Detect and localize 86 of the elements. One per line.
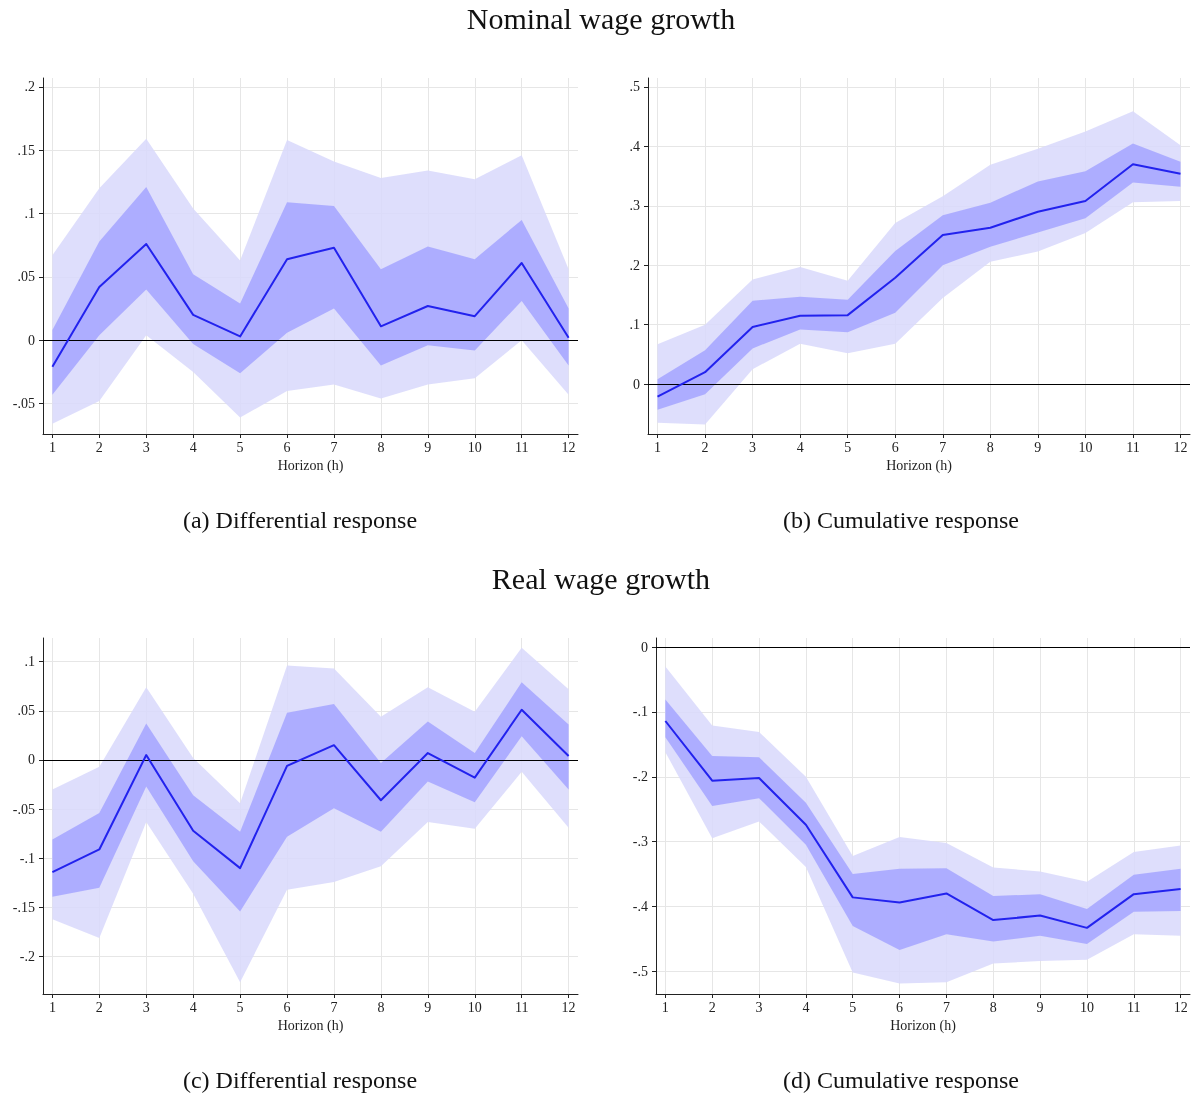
chart-title: Nominal wage growth	[465, 2, 737, 36]
x-tick-label: 2	[95, 439, 103, 455]
x-tick-label: 12	[1173, 439, 1188, 455]
y-tick-label: .2	[24, 79, 35, 95]
x-tick-label: 6	[891, 439, 899, 455]
x-tick-label: 11	[1127, 999, 1141, 1015]
x-tick-label: 8	[377, 999, 385, 1015]
text: (d) Cumulative response	[783, 1067, 1019, 1093]
x-axis-title: Horizon (h)	[277, 458, 344, 475]
x-tick-label: 10	[1078, 439, 1093, 455]
y-tick-label: .5	[629, 79, 640, 95]
y-tick-label: 0	[28, 752, 35, 768]
y-tick-label: 0	[641, 639, 648, 655]
x-tick-label: 6	[896, 999, 904, 1015]
x-tick-label: 2	[708, 999, 716, 1015]
x-tick-label: 2	[701, 439, 709, 455]
x-tick-label: 4	[189, 439, 197, 455]
y-tick-label: .1	[24, 654, 35, 670]
x-axis-title: Horizon (h)	[886, 458, 953, 475]
x-tick-label: 12	[1173, 999, 1188, 1015]
x-tick-label: 6	[283, 999, 291, 1015]
y-tick-label: -.2	[19, 949, 35, 965]
x-tick-label: 2	[95, 999, 103, 1015]
x-tick-label: 5	[236, 999, 244, 1015]
chart-title: Real wage growth	[490, 562, 712, 596]
y-tick-label: -.4	[632, 898, 648, 914]
y-tick-label: -.15	[12, 899, 35, 915]
y-tick-label: -.05	[12, 801, 35, 817]
x-tick-label: 3	[749, 439, 757, 455]
x-tick-label: 5	[844, 439, 852, 455]
line-series	[664, 720, 1182, 929]
y-tick-label: .1	[24, 206, 35, 222]
x-tick-label: 1	[654, 439, 662, 455]
x-tick-label: 3	[142, 999, 150, 1015]
x-tick-label: 3	[755, 999, 763, 1015]
x-tick-label: 10	[467, 439, 482, 455]
x-tick-label: 11	[514, 439, 529, 455]
y-tick-label: -.1	[19, 850, 35, 866]
x-tick-label: 9	[1034, 439, 1042, 455]
y-tick-label: .2	[629, 257, 640, 273]
x-tick-label: 6	[283, 439, 291, 455]
x-tick-label: 8	[377, 439, 385, 455]
x-tick-label: 7	[330, 999, 338, 1015]
x-tick-label: 7	[330, 439, 338, 455]
x-tick-label: 1	[661, 999, 669, 1015]
text: (c) Differential response	[182, 1067, 418, 1093]
y-tick-label: -.1	[632, 704, 648, 720]
y-tick-label: .3	[629, 198, 640, 214]
x-tick-label: 9	[1036, 999, 1044, 1015]
x-tick-label: 8	[986, 439, 994, 455]
x-tick-label: 12	[561, 999, 576, 1015]
line-series	[51, 708, 570, 874]
y-tick-label: 0	[633, 376, 640, 392]
x-tick-label: 5	[849, 999, 857, 1015]
x-tick-label: 7	[939, 439, 947, 455]
y-tick-label: .05	[17, 269, 35, 285]
x-tick-label: 11	[1126, 439, 1140, 455]
y-tick-label: -.2	[632, 769, 648, 785]
x-tick-label: 9	[424, 999, 432, 1015]
y-tick-label: -.5	[632, 963, 648, 979]
x-tick-label: 1	[48, 999, 56, 1015]
x-tick-label: 1	[48, 439, 56, 455]
y-tick-label: -.05	[12, 396, 35, 412]
x-tick-label: 4	[796, 439, 804, 455]
y-tick-label: .4	[629, 138, 640, 154]
y-tick-label: .05	[17, 703, 35, 719]
x-tick-label: 7	[942, 999, 950, 1015]
x-tick-label: 12	[561, 439, 576, 455]
x-tick-label: 10	[1079, 999, 1094, 1015]
y-tick-label: 0	[28, 332, 35, 348]
y-tick-label: -.3	[632, 834, 648, 850]
x-axis-title: Horizon (h)	[277, 1018, 344, 1035]
x-tick-label: 8	[989, 999, 997, 1015]
line-series	[51, 242, 570, 368]
x-tick-label: 10	[467, 999, 482, 1015]
y-tick-label: .1	[629, 317, 640, 333]
x-tick-label: 4	[189, 999, 197, 1015]
x-tick-label: 5	[236, 439, 244, 455]
x-axis-title: Horizon (h)	[890, 1018, 957, 1035]
text: (a) Differential response	[182, 507, 418, 533]
x-tick-label: 4	[802, 999, 810, 1015]
x-tick-label: 11	[514, 999, 529, 1015]
x-tick-label: 3	[142, 439, 150, 455]
y-tick-label: .15	[17, 142, 35, 158]
text: (b) Cumulative response	[783, 507, 1019, 533]
x-tick-label: 9	[424, 439, 432, 455]
